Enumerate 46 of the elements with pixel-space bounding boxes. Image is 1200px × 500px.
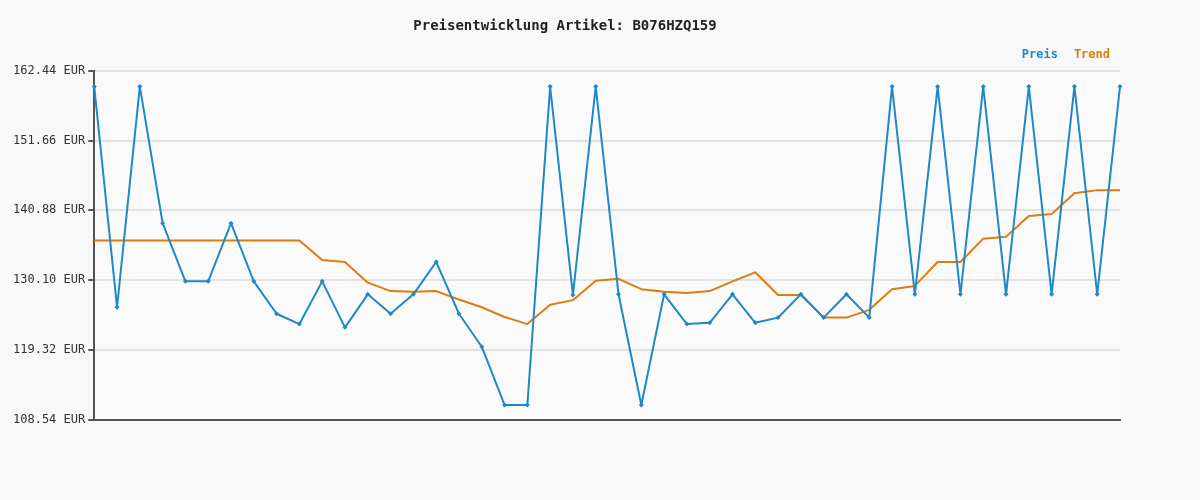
point [1117,84,1123,90]
point [388,311,394,317]
point [775,315,781,321]
point [684,321,690,327]
point [866,315,872,321]
point [729,291,735,297]
point [1049,291,1055,297]
point [1071,84,1077,90]
point [752,320,758,326]
point [319,278,325,284]
point [935,84,941,90]
y-tick-label: 130.10 EUR [13,272,87,287]
y-tick-label: 162.44 EUR [13,62,87,77]
point [160,220,166,226]
point [843,291,849,297]
point [661,291,667,297]
point [616,291,622,297]
point [114,304,120,310]
y-tick-label: 151.66 EUR [13,132,87,147]
text: Preis [1021,46,1058,61]
point [410,291,416,297]
point [205,278,211,284]
point [570,292,576,298]
y-tick-label: 119.32 EUR [13,341,87,356]
point [1003,291,1009,297]
point [798,291,804,297]
point [433,259,439,265]
y-tick-label: 108.54 EUR [13,411,87,426]
text: Trend [1073,46,1110,61]
point [912,291,918,297]
point [251,278,257,284]
point [365,291,371,297]
point [479,344,485,350]
point [1094,291,1100,297]
point [456,311,462,317]
point [296,321,302,327]
point [821,315,827,321]
point [182,278,188,284]
y-tick-label: 140.88 EUR [13,202,87,217]
point [228,220,234,226]
point [707,320,713,326]
point [638,402,644,408]
point [274,311,280,317]
point [957,291,963,297]
point [91,84,97,90]
chart-title: Preisentwicklung Artikel: B076HZQ159 [413,17,717,34]
